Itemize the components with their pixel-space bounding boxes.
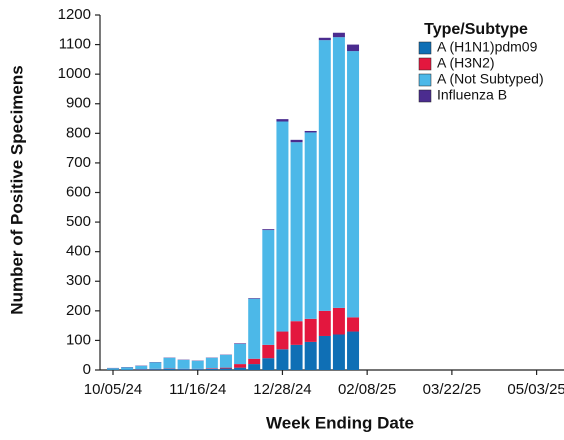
y-tick-label: 400 [66,243,91,260]
bar-segment [262,230,274,345]
bar-segment [305,342,317,370]
bar-segment [178,369,190,370]
x-tick-label: 10/05/24 [84,381,142,398]
bar-segment [178,360,190,369]
bar-segment [276,122,288,332]
bar-segment [347,45,359,52]
legend-label: A (H3N2) [437,55,495,71]
bar-segment [248,299,260,359]
bar-segment [149,369,161,370]
y-tick-label: 1000 [58,65,91,82]
bar-segment [333,308,345,335]
y-tick-label: 900 [66,95,91,112]
y-tick-label: 100 [66,331,91,348]
legend-label: A (H1N1)pdm09 [437,39,538,55]
x-tick-label: 11/16/24 [169,381,226,398]
y-tick-label: 1100 [59,36,91,53]
bar-segment [276,332,288,350]
legend-swatch [419,90,431,102]
legend-label: A (Not Subtyped) [437,71,544,87]
bar-segment [135,369,147,370]
bar-segment [220,355,232,368]
bar-segment [135,366,147,369]
bar-segment [262,358,274,370]
bar-segment [333,33,345,37]
legend-title: Type/Subtype [424,21,528,38]
bar-segment [347,332,359,370]
bar-segment [319,38,331,40]
bar-segment [291,321,303,345]
bar-segment [220,368,232,369]
bar-segment [276,349,288,370]
bar-segment [347,51,359,317]
y-axis-label: Number of Positive Specimens [7,65,26,314]
bar-segment [305,319,317,342]
bar-segment [149,362,161,369]
bar-segment [206,368,218,369]
bar-segment [319,311,331,336]
bar-segment [262,345,274,358]
legend-swatch [419,42,431,54]
bar-segment [121,369,133,370]
bar-segment [291,142,303,321]
x-axis-label: Week Ending Date [266,413,414,432]
x-tick-label: 12/28/24 [253,381,311,398]
x-tick-label: 05/03/25 [507,381,564,398]
legend-swatch [419,58,431,70]
bar-segment [107,368,119,369]
bar-segment [319,336,331,370]
bar-segment [248,298,260,299]
bar-segment [121,367,133,369]
y-tick-label: 800 [66,124,91,141]
bar-segment [347,317,359,331]
y-tick-label: 700 [66,154,91,171]
bar-segment [163,369,175,370]
y-tick-label: 1200 [58,6,91,23]
bar-segment [262,229,274,230]
y-tick-label: 600 [66,183,91,200]
bar-segment [234,364,246,368]
bar-segment [192,369,204,370]
bar-segment [220,369,232,370]
legend-swatch [419,74,431,86]
x-tick-label: 02/08/25 [338,381,396,398]
y-tick-label: 200 [66,302,91,319]
bar-segment [319,40,331,311]
bar-segment [248,359,260,364]
bar-segment [291,345,303,370]
bar-segment [234,343,246,344]
y-tick-label: 500 [66,213,91,230]
x-tick-label: 03/22/25 [423,381,481,398]
bar-segment [163,358,175,369]
y-tick-label: 300 [66,272,91,289]
bar-segment [291,140,303,142]
bar-segment [234,368,246,370]
bar-segment [234,344,246,364]
bar-segment [276,119,288,121]
legend-label: Influenza B [437,87,507,103]
y-tick-label: 0 [83,361,91,378]
bar-segment [192,361,204,369]
bar-segment [206,369,218,370]
bar-segment [206,358,218,368]
bar-segment [248,364,260,370]
bar-segment [305,132,317,318]
bar-segment [305,131,317,132]
bar-segment [333,335,345,371]
bar-segment [333,37,345,308]
